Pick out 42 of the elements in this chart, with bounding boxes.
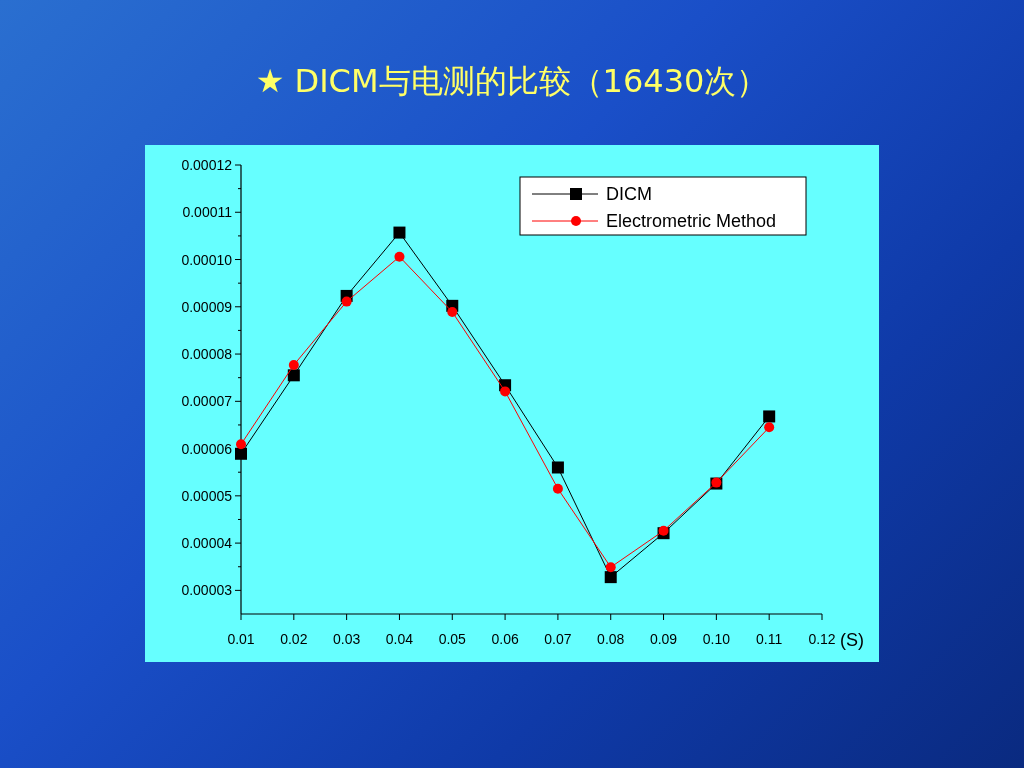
y-tick-label: 0.00003 xyxy=(181,582,233,599)
point xyxy=(500,386,511,397)
y-tick-label: 0.00005 xyxy=(181,487,233,504)
point xyxy=(235,447,247,460)
x-tick-label: 0.10 xyxy=(702,631,731,647)
y-tick-label: 0.00012 xyxy=(181,157,233,173)
point xyxy=(552,483,563,494)
y-tick-label: 0.00006 xyxy=(181,440,233,457)
y-tick-label: 0.00010 xyxy=(181,251,233,268)
x-axis-title: (S) xyxy=(840,630,864,650)
point xyxy=(763,410,776,423)
x-tick-label: 0.07 xyxy=(544,631,572,647)
y-tick-label: 0.00011 xyxy=(182,204,233,221)
y-tick-label: 0.00007 xyxy=(181,393,233,410)
x-tick-label: 0.02 xyxy=(280,631,308,647)
x-tick-label: 0.01 xyxy=(227,631,255,647)
point xyxy=(764,422,775,433)
x-tick-label: 0.06 xyxy=(491,631,519,647)
x-tick-label: 0.09 xyxy=(649,631,678,647)
x-tick-label: 0.08 xyxy=(597,631,625,647)
point xyxy=(394,251,405,262)
point xyxy=(341,296,352,307)
x-tick-label: 0.11 xyxy=(756,631,783,647)
x-tick-label: 0.12 xyxy=(808,631,836,647)
point xyxy=(288,359,299,370)
y-tick-label: 0.00009 xyxy=(181,298,233,315)
x-tick-label: 0.05 xyxy=(438,631,467,647)
point xyxy=(236,439,246,450)
point xyxy=(551,461,564,474)
legend-label: DICM xyxy=(606,184,652,204)
point xyxy=(393,226,406,239)
x-tick-label: 0.04 xyxy=(385,631,414,647)
point xyxy=(604,571,617,584)
point xyxy=(447,306,458,317)
y-tick-label: 0.00004 xyxy=(181,535,233,552)
point xyxy=(605,562,616,573)
x-tick-label: 0.03 xyxy=(333,631,361,647)
chart-title: ★ DICM与电测的比较（16430次） xyxy=(255,62,769,100)
point xyxy=(287,369,300,382)
point xyxy=(658,525,669,536)
y-tick-label: 0.00008 xyxy=(181,346,233,363)
legend-label: Electrometric Method xyxy=(606,211,777,231)
